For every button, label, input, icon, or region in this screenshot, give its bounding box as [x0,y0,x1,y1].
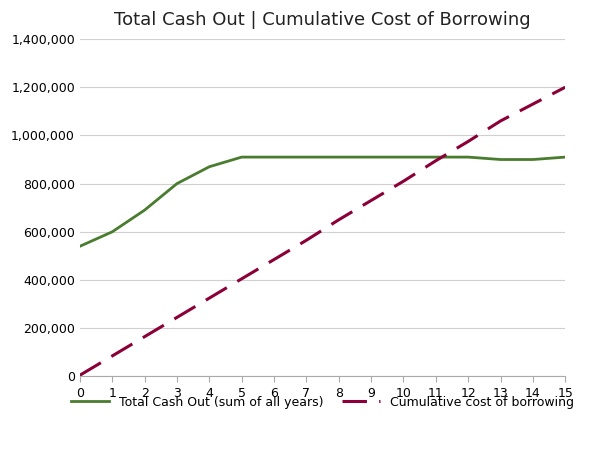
Cumulative cost of borrowing [238,276,245,281]
Line: Cumulative cost of borrowing: Cumulative cost of borrowing [80,87,565,375]
Cumulative cost of borrowing [76,373,83,378]
Cumulative cost of borrowing [400,178,407,184]
Cumulative cost of borrowing [141,334,148,340]
Total Cash Out (sum of all years) [238,154,245,160]
Cumulative cost of borrowing [271,257,278,262]
Line: Total Cash Out (sum of all years): Total Cash Out (sum of all years) [80,157,565,246]
Cumulative cost of borrowing [303,237,310,243]
Legend: Total Cash Out (sum of all years), Cumulative cost of borrowing: Total Cash Out (sum of all years), Cumul… [67,391,578,414]
Total Cash Out (sum of all years) [464,154,472,160]
Cumulative cost of borrowing [206,296,213,301]
Total Cash Out (sum of all years) [76,243,83,249]
Total Cash Out (sum of all years) [271,154,278,160]
Total Cash Out (sum of all years) [173,181,181,186]
Cumulative cost of borrowing [432,158,439,163]
Title: Total Cash Out | Cumulative Cost of Borrowing: Total Cash Out | Cumulative Cost of Borr… [114,11,531,29]
Total Cash Out (sum of all years) [303,154,310,160]
Total Cash Out (sum of all years) [141,207,148,213]
Total Cash Out (sum of all years) [529,157,536,162]
Total Cash Out (sum of all years) [335,154,343,160]
Total Cash Out (sum of all years) [206,164,213,169]
Cumulative cost of borrowing [497,118,504,123]
Total Cash Out (sum of all years) [497,157,504,162]
Cumulative cost of borrowing [529,101,536,107]
Cumulative cost of borrowing [367,198,374,203]
Total Cash Out (sum of all years) [109,229,116,235]
Total Cash Out (sum of all years) [432,154,439,160]
Cumulative cost of borrowing [562,84,569,90]
Total Cash Out (sum of all years) [400,154,407,160]
Total Cash Out (sum of all years) [367,154,374,160]
Cumulative cost of borrowing [335,217,343,222]
Cumulative cost of borrowing [109,353,116,359]
Cumulative cost of borrowing [464,139,472,144]
Cumulative cost of borrowing [173,315,181,320]
Total Cash Out (sum of all years) [562,154,569,160]
